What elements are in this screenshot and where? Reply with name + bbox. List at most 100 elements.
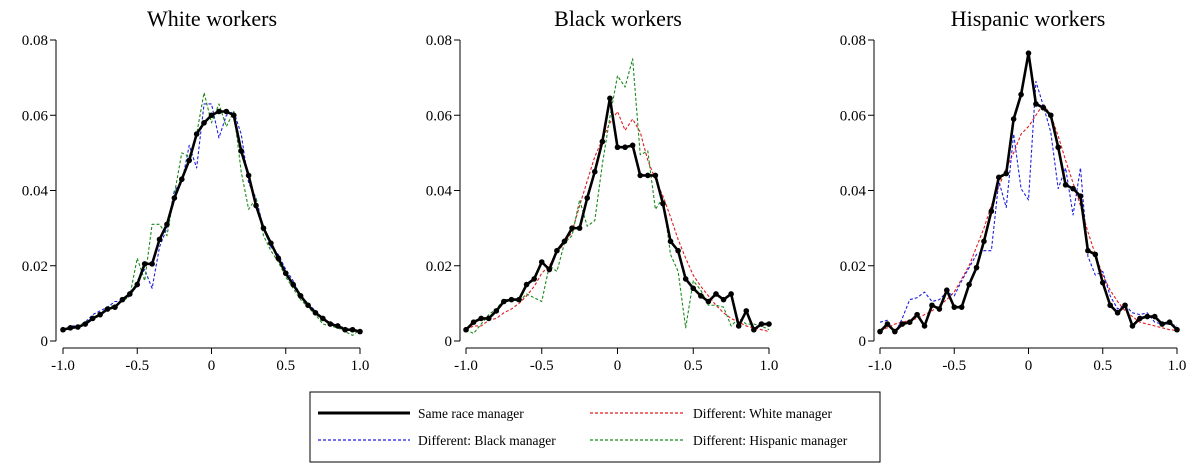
data-point-same-race-manager [253,202,259,209]
y-tick-label: 0 [859,334,867,350]
data-point-same-race-manager [230,112,237,119]
data-point-same-race-manager [171,195,178,201]
data-point-same-race-manager [260,225,267,231]
data-point-same-race-manager [89,315,96,322]
data-point-same-race-manager [149,261,155,267]
x-tick-label: -1.0 [454,358,478,374]
data-point-same-race-manager [493,308,500,314]
data-point-same-race-manager [660,200,666,207]
data-point-same-race-manager [1166,319,1173,325]
data-point-same-race-manager [1151,313,1158,320]
data-point-same-race-manager [1092,251,1099,258]
x-tick-label: -1.0 [51,358,75,374]
data-point-same-race-manager [698,293,704,299]
data-point-same-race-manager [1062,182,1069,188]
series-line-same-race-manager [465,97,769,332]
legend-label-black: Different: Black manager [418,433,556,448]
data-point-same-race-manager [1144,313,1151,320]
data-point-same-race-manager [342,326,348,333]
legend-label-hispanic: Different: Hispanic manager [693,433,848,448]
data-point-same-race-manager [1159,321,1165,327]
data-point-same-race-manager [951,304,958,310]
data-point-same-race-manager [127,291,133,297]
data-point-same-race-manager [60,326,66,333]
data-point-same-race-manager [569,225,575,231]
data-point-same-race-manager [892,328,898,335]
data-point-same-race-manager [290,281,296,288]
data-point-same-race-manager [1107,302,1113,309]
data-point-same-race-manager [614,144,621,151]
data-point-same-race-manager [275,255,282,262]
x-tick-label: 1.0 [351,358,370,374]
x-tick-label: -1.0 [868,358,892,374]
y-tick-label: 0.02 [426,259,452,275]
data-point-same-race-manager [966,281,972,288]
data-point-same-race-manager [208,112,215,119]
data-point-same-race-manager [349,326,356,333]
data-point-same-race-manager [179,176,185,183]
x-tick-label: 0.5 [1093,358,1112,374]
data-point-same-race-manager [1055,144,1061,151]
data-point-same-race-manager [538,259,545,265]
data-point-same-race-manager [1129,323,1136,329]
data-point-same-race-manager [119,296,126,303]
legend: Same race manager Different: White manag… [309,391,881,463]
legend-label-white: Different: White manager [693,406,832,421]
x-tick-label: 1.0 [1168,358,1187,374]
data-point-same-race-manager [599,138,606,145]
data-point-same-race-manager [546,266,553,273]
data-point-same-race-manager [988,208,995,214]
data-point-same-race-manager [67,325,74,331]
data-point-same-race-manager [312,309,319,316]
data-point-same-race-manager [751,326,757,333]
data-point-same-race-manager [470,319,477,325]
y-tick-label: 0.02 [22,259,48,275]
data-point-same-race-manager [645,172,651,179]
data-point-same-race-manager [531,276,537,282]
data-point-same-race-manager [305,302,311,309]
data-point-same-race-manager [1003,170,1010,177]
data-point-same-race-manager [758,321,765,327]
data-point-same-race-manager [637,172,644,179]
data-point-same-race-manager [1099,279,1106,286]
data-point-same-race-manager [944,287,950,294]
y-tick-label: 0.04 [426,184,453,200]
data-point-same-race-manager [766,321,772,327]
data-point-same-race-manager [607,95,613,102]
x-tick-label: 1.0 [760,358,779,374]
data-point-same-race-manager [884,321,891,327]
data-point-same-race-manager [929,302,935,309]
legend-box [309,391,881,463]
data-point-same-race-manager [705,298,712,305]
data-point-same-race-manager [735,323,742,329]
data-point-same-race-manager [973,264,980,271]
x-tick-label: 0.5 [684,358,703,374]
data-point-same-race-manager [523,281,530,288]
series-line-different-white-manager [879,103,1178,332]
panels: White workers 0 0.02 0.04 0.06 0.08 -1.0 -0.5 0 0… [22,6,1187,374]
data-point-same-race-manager [906,319,913,325]
data-point-same-race-manager [921,323,928,329]
series-line-different-hispanic-manager [465,58,770,335]
data-point-same-race-manager [156,236,163,243]
panel-black-workers: Black workers 0 0.02 0.04 0.06 0.08 -1.0 -0.5 0 0… [426,6,779,374]
data-point-same-race-manager [622,144,628,151]
data-point-same-race-manager [958,304,965,310]
series-line-different-black-manager [879,80,1178,335]
data-point-same-race-manager [1137,315,1143,322]
data-point-same-race-manager [1085,247,1091,254]
data-point-same-race-manager [357,328,363,335]
data-point-same-race-manager [720,296,727,303]
data-point-same-race-manager [193,131,200,137]
data-point-same-race-manager [1040,104,1047,111]
data-point-same-race-manager [713,291,719,297]
data-point-same-race-manager [297,293,304,299]
data-point-same-race-manager [591,168,598,175]
data-point-same-race-manager [1114,309,1121,316]
data-point-same-race-manager [1077,193,1084,199]
data-point-same-race-manager [508,296,515,303]
panel-title-white-workers: White workers [147,6,277,31]
data-point-same-race-manager [201,119,207,126]
data-point-same-race-manager [463,326,469,333]
data-point-same-race-manager [238,148,244,154]
